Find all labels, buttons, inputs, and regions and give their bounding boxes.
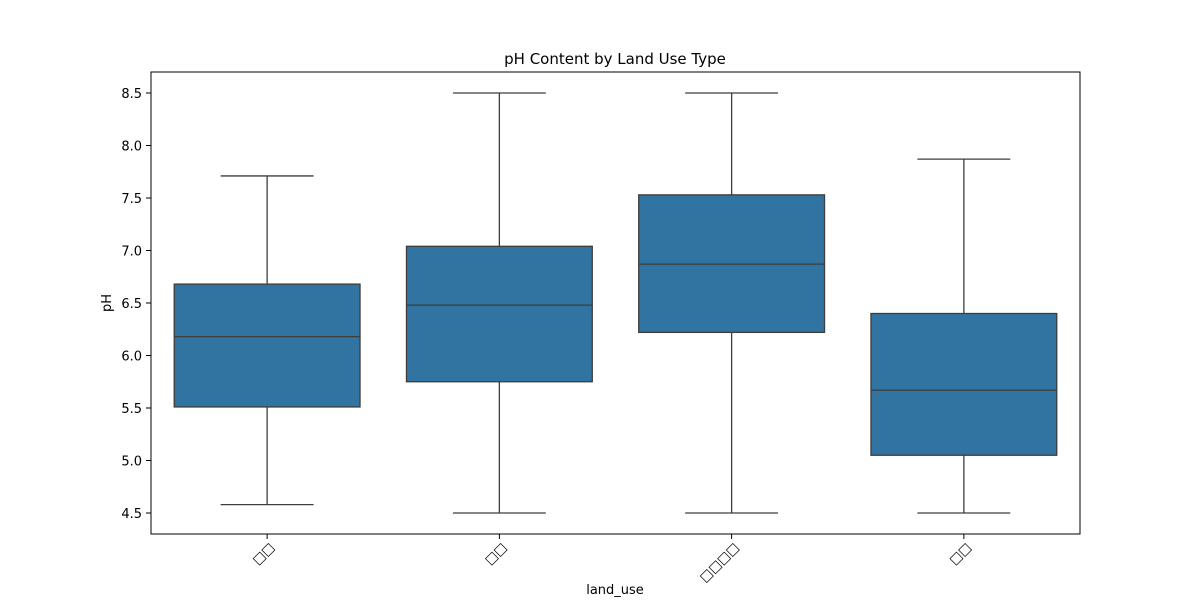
y-tick-label: 8.0 [121,140,142,155]
x-tick-label: □□□□ [697,540,742,585]
y-tick-label: 6.5 [121,297,142,312]
chart-title: pH Content by Land Use Type [504,50,726,68]
y-axis-label: pH [100,294,115,312]
y-tick-label: 5.0 [121,455,142,470]
box-group [173,175,361,506]
boxes-layer [173,92,1058,514]
y-tick-label: 5.5 [121,402,142,417]
y-tick-label: 6.0 [121,350,142,365]
box-group [405,92,593,514]
y-tick-label: 7.5 [121,192,142,207]
x-tick-label: □□ [250,540,278,568]
box-group [870,158,1058,514]
iqr-box [405,245,593,383]
x-axis: □□ □□ □□□□ □□ [250,534,975,586]
y-tick-label: 7.0 [121,245,142,260]
y-tick-label: 8.5 [121,87,142,102]
y-tick-label: 4.5 [121,507,142,522]
x-tick-label: □□ [947,540,975,568]
box-group [638,92,826,514]
iqr-box [173,283,361,408]
x-tick-label: □□ [482,540,510,568]
x-axis-label: land_use [586,583,644,598]
iqr-box [870,312,1058,456]
y-axis: 4.5 5.0 5.5 6.0 6.5 7.0 7.5 8.0 8.5 [121,87,151,522]
